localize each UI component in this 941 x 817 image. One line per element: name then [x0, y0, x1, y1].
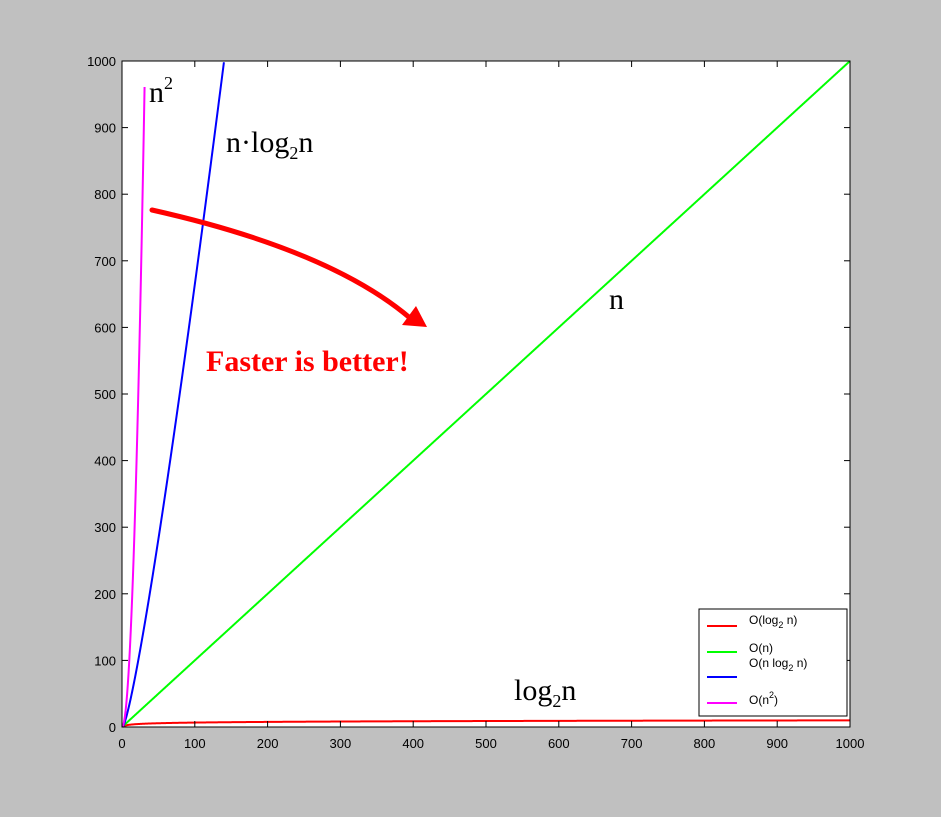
x-tick-label: 400 [402, 736, 424, 751]
y-tick-label: 300 [94, 520, 116, 535]
faster-arrowhead [402, 306, 427, 327]
x-tick-label: 900 [766, 736, 788, 751]
legend-label-quadratic: O(n2) [749, 690, 778, 707]
annotation-nlogn-post: n [298, 126, 313, 159]
annotation-n-squared-sup: 2 [164, 73, 173, 93]
series-line-4 [121, 86, 146, 727]
y-tick-label: 100 [94, 653, 116, 668]
x-tick-label: 200 [257, 736, 279, 751]
y-tick-label: 700 [94, 254, 116, 269]
legend-label-linear: O(n) [749, 641, 773, 655]
series-layer [121, 60, 851, 728]
y-tick-label: 500 [94, 387, 116, 402]
faster-arrow [149, 207, 413, 321]
annotation-nlogn: n·log2n [226, 126, 313, 163]
legend-label-log: O(log2 n) [749, 613, 797, 630]
annotation-n-squared: n2 [149, 73, 173, 109]
legend: O(log2 n) O(n) O(n log2 n) O(n2) [698, 608, 848, 717]
x-tick-label: 500 [475, 736, 497, 751]
x-tick-label: 1000 [836, 736, 865, 751]
y-tick-label: 600 [94, 320, 116, 335]
legend-label-nlogn: O(n log2 n) [749, 656, 807, 673]
y-tick-label: 0 [109, 720, 116, 735]
series-line-3 [121, 62, 225, 728]
annotation-log-pre: log [514, 674, 552, 707]
annotation-log-sub: 2 [552, 691, 561, 711]
x-tick-label: 300 [330, 736, 352, 751]
series-line-2 [122, 60, 851, 728]
x-tick-label: 0 [118, 736, 125, 751]
annotation-log-post: n [561, 674, 576, 707]
annotation-n-squared-base: n [149, 76, 164, 109]
x-tick-label: 600 [548, 736, 570, 751]
x-tick-label: 800 [694, 736, 716, 751]
faster-is-better-label: Faster is better! [206, 345, 409, 378]
y-tick-label: 400 [94, 454, 116, 469]
x-tick-label: 100 [184, 736, 206, 751]
annotation-nlogn-pre: n·log [226, 126, 289, 159]
y-tick-label: 1000 [87, 54, 116, 69]
annotation-log: log2n [514, 674, 576, 711]
tick-layer: 0 100 200 300 400 500 600 700 800 900 1000 0 100 200 3… [87, 54, 864, 751]
annotation-linear: n [609, 283, 624, 316]
y-tick-label: 900 [94, 121, 116, 136]
x-tick-label: 700 [621, 736, 643, 751]
y-tick-label: 800 [94, 187, 116, 202]
y-tick-label: 200 [94, 587, 116, 602]
annotation-nlogn-sub: 2 [289, 143, 298, 163]
